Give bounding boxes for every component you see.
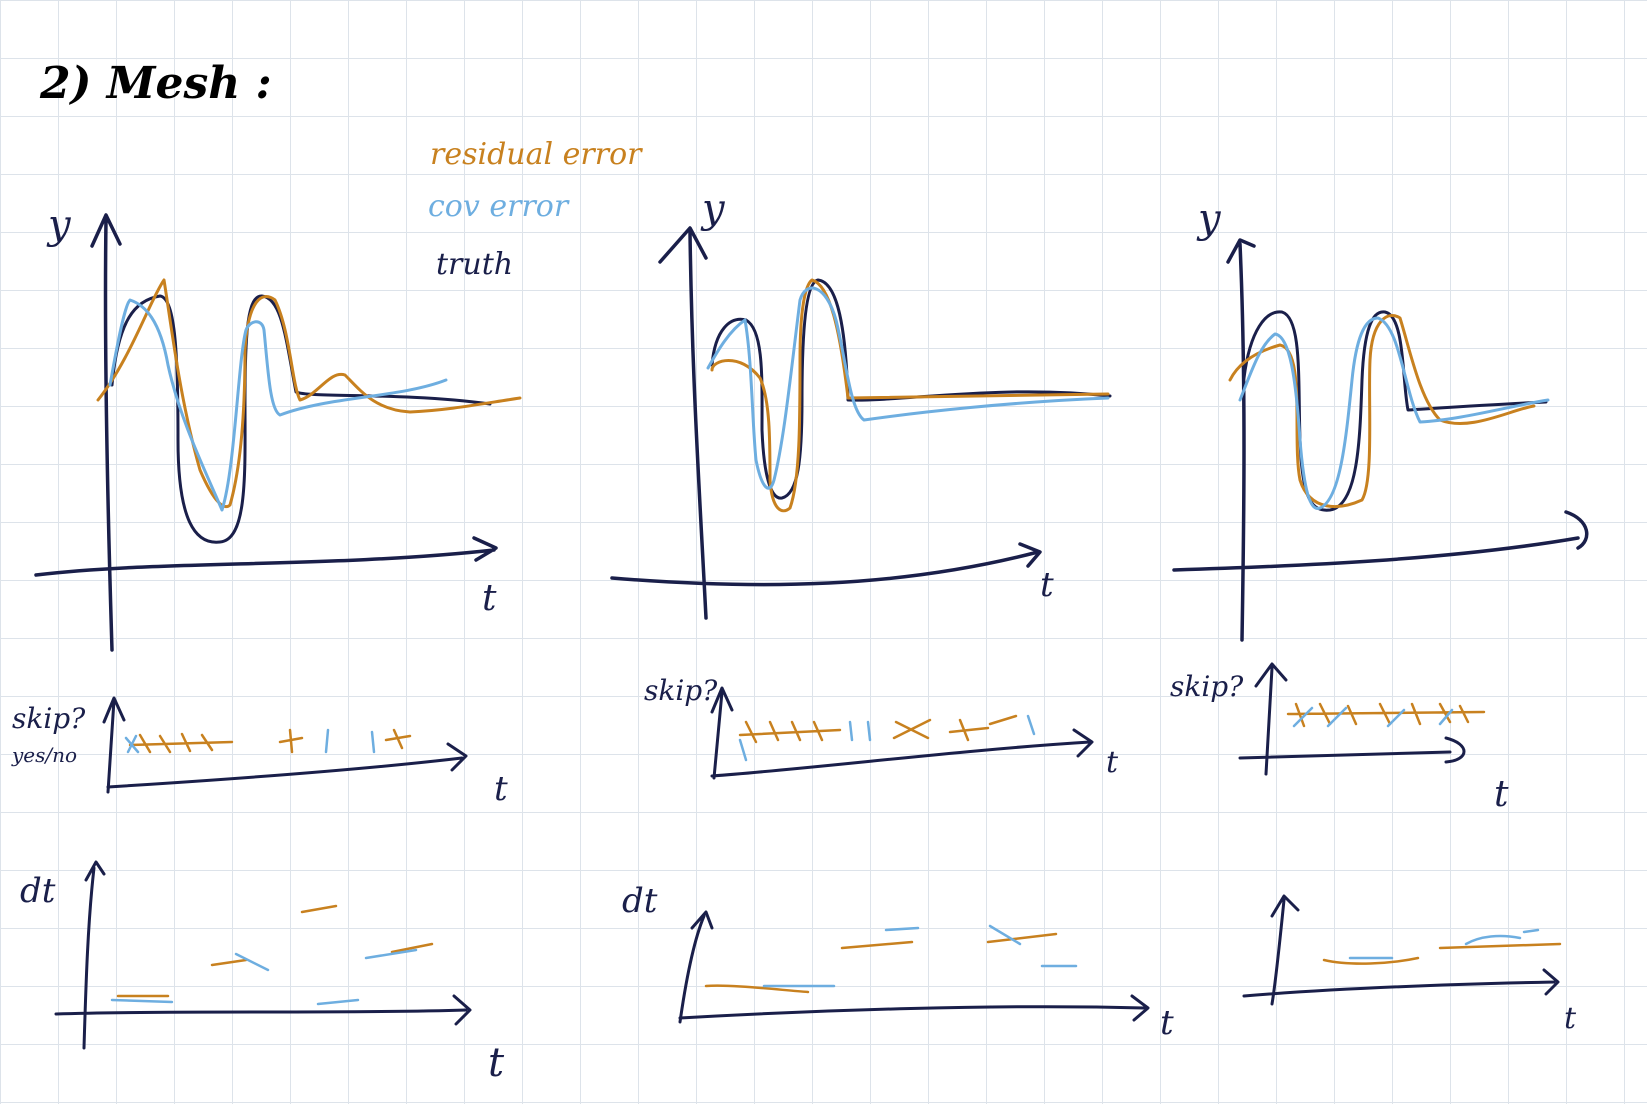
panel-1-skip-y-label: skip? bbox=[12, 702, 86, 735]
panel-3-residual-skip-marks bbox=[1288, 704, 1484, 726]
panel-1-main-plot: y t bbox=[36, 202, 520, 650]
panel-1-skip-x-axis bbox=[108, 744, 466, 787]
panel-3-dt-x-label: t bbox=[1564, 1001, 1577, 1036]
panel-3-skip-y-label: skip? bbox=[1170, 670, 1244, 703]
panel-1-dt-plot: dt t bbox=[20, 862, 505, 1086]
panel-3-main-plot: y bbox=[1174, 196, 1587, 640]
panel-2: y t skip? t dt t bbox=[612, 186, 1174, 1043]
panel-2-y-label: y bbox=[700, 186, 726, 232]
panel-2-main-plot: y t bbox=[612, 186, 1110, 618]
panel-1-truth-curve bbox=[112, 296, 490, 542]
panel-3-y-label: y bbox=[1196, 196, 1222, 242]
panel-2-y-axis bbox=[660, 228, 706, 618]
panel-3-skip-x-label: t bbox=[1494, 774, 1509, 815]
panel-3-x-axis bbox=[1174, 512, 1587, 570]
panel-2-x-label: t bbox=[1040, 565, 1054, 605]
panel-2-skip-x-axis bbox=[712, 730, 1092, 776]
panel-2-cov-curve bbox=[708, 288, 1108, 488]
panel-2-skip-x-label: t bbox=[1106, 745, 1119, 780]
panel-2-skip-plot: skip? t bbox=[644, 674, 1119, 780]
panel-1-skip-y-sublabel: yes/no bbox=[11, 743, 77, 767]
panel-1-dt-y-axis bbox=[84, 862, 104, 1048]
panel-3: y skip? t t bbox=[1170, 196, 1587, 1036]
panel-2-dt-x-axis bbox=[680, 996, 1148, 1020]
panel-1-dt-y-label: dt bbox=[20, 871, 56, 911]
panel-1-skip-y-axis bbox=[104, 698, 124, 792]
panel-2-residual-dt-segments bbox=[706, 934, 1056, 992]
panel-3-skip-plot: skip? t bbox=[1170, 664, 1509, 815]
panel-3-dt-y-axis bbox=[1272, 896, 1298, 1004]
panel-2-dt-x-label: t bbox=[1160, 1003, 1174, 1043]
panel-1-x-label: t bbox=[482, 578, 497, 619]
panel-3-y-axis bbox=[1228, 240, 1254, 640]
panel-2-cov-dt-segments bbox=[764, 926, 1076, 986]
panel-3-dt-plot: t bbox=[1244, 896, 1577, 1036]
panel-2-dt-y-axis bbox=[680, 912, 712, 1022]
panel-3-residual-dt-segments bbox=[1324, 944, 1560, 964]
panel-1-y-axis bbox=[92, 215, 120, 650]
panel-3-dt-x-axis bbox=[1244, 970, 1558, 996]
panel-1-cov-curve bbox=[110, 300, 446, 510]
panel-1-residual-skip-marks bbox=[130, 730, 410, 752]
panel-1-y-label: y bbox=[46, 202, 72, 248]
panel-3-cov-dt-segments bbox=[1350, 930, 1538, 958]
panel-1-x-axis bbox=[36, 538, 496, 575]
panel-2-truth-curve bbox=[712, 280, 1110, 498]
panel-2-dt-y-label: dt bbox=[622, 881, 658, 921]
panel-2-skip-y-label: skip? bbox=[644, 674, 718, 707]
panel-1-residual-dt-segments bbox=[118, 906, 432, 996]
panel-3-cov-curve bbox=[1240, 318, 1548, 508]
panel-1-dt-x-label: t bbox=[488, 1040, 505, 1086]
panel-2-cov-skip-marks bbox=[740, 716, 1034, 760]
panel-1-skip-plot: skip? yes/no t bbox=[11, 698, 508, 809]
panel-2-residual-skip-marks bbox=[740, 716, 1016, 742]
panel-1: y t skip? yes/no t dt t bbox=[11, 202, 520, 1086]
panel-3-cov-skip-marks bbox=[1294, 708, 1452, 726]
panel-2-residual-curve bbox=[712, 280, 1108, 511]
panel-2-dt-plot: dt t bbox=[622, 881, 1174, 1043]
panel-1-skip-x-label: t bbox=[494, 769, 508, 809]
panel-2-x-axis bbox=[612, 544, 1040, 585]
panel-3-skip-x-axis bbox=[1240, 738, 1464, 762]
